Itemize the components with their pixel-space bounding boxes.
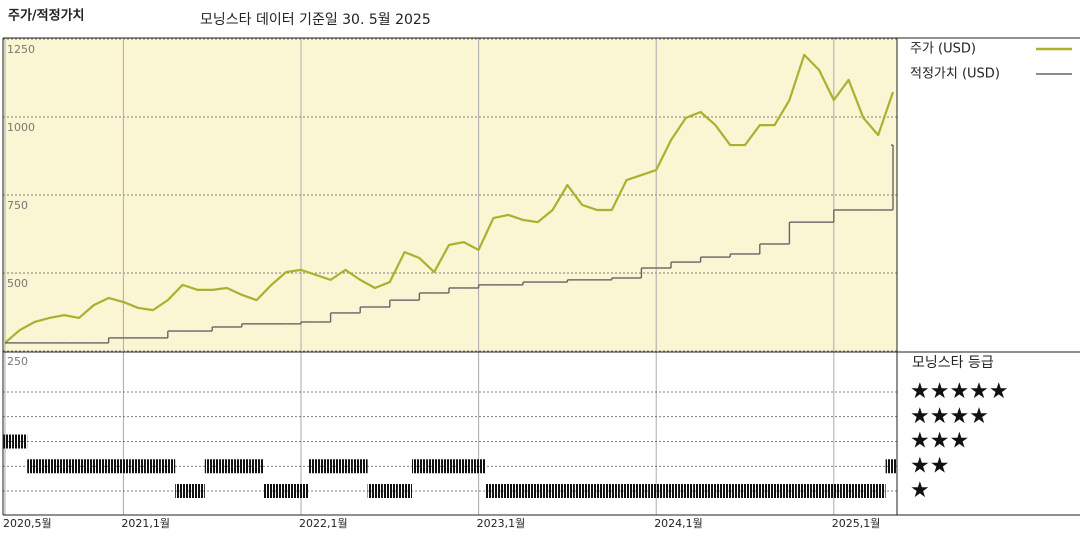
rating-bar bbox=[12, 434, 28, 449]
rating-bar bbox=[338, 459, 353, 474]
rating-bar bbox=[574, 484, 590, 498]
y-tick-label: 250 bbox=[7, 355, 28, 368]
rating-label: ★★★★★ bbox=[910, 379, 1009, 404]
x-tick-label: 2025,1월 bbox=[832, 517, 881, 530]
rating-label: ★★★★ bbox=[910, 404, 989, 429]
rating-bar bbox=[323, 459, 338, 474]
legend-label: 주가 (USD) bbox=[910, 42, 976, 57]
y-tick-label: 1000 bbox=[7, 121, 35, 134]
rating-bar bbox=[397, 484, 412, 498]
rating-bar bbox=[530, 484, 546, 498]
rating-bar bbox=[308, 459, 324, 474]
x-tick-label: 2024,1월 bbox=[654, 517, 703, 530]
x-tick-label: 2022,1월 bbox=[299, 517, 348, 530]
x-tick-label: 2021,1월 bbox=[121, 517, 170, 530]
plot-background bbox=[3, 38, 897, 351]
price-line bbox=[4, 53, 895, 344]
rating-bar bbox=[737, 484, 753, 498]
rating-bar bbox=[3, 434, 13, 449]
rating-bar bbox=[412, 459, 427, 474]
rating-bar bbox=[27, 459, 42, 474]
rating-bar bbox=[560, 484, 575, 498]
rating-bar bbox=[767, 484, 782, 498]
rating-label: ★ bbox=[910, 478, 930, 503]
rating-bar bbox=[278, 484, 294, 498]
rating-bar bbox=[722, 484, 738, 498]
rating-bar bbox=[752, 484, 768, 498]
rating-bar bbox=[367, 484, 383, 498]
rating-bar bbox=[619, 484, 634, 498]
chart-subtitle: 모닝스타 데이터 기준일 30. 5월 2025 bbox=[200, 12, 431, 28]
rating-bar bbox=[841, 484, 856, 498]
rating-bar bbox=[264, 484, 279, 498]
rating-bar bbox=[130, 459, 146, 474]
rating-bar bbox=[708, 484, 723, 498]
rating-bar bbox=[782, 484, 797, 498]
rating-bar bbox=[693, 484, 708, 498]
rating-bar bbox=[56, 459, 72, 474]
chart-title: 주가/적정가치 bbox=[8, 8, 85, 24]
rating-bar bbox=[515, 484, 531, 498]
rating-bar bbox=[145, 459, 161, 474]
rating-bar bbox=[856, 484, 871, 498]
rating-bar bbox=[293, 484, 309, 498]
rating-bar bbox=[486, 484, 501, 498]
rating-bar bbox=[249, 459, 264, 474]
rating-bar bbox=[441, 459, 457, 474]
rating-label: ★★ bbox=[910, 453, 949, 478]
rating-bar bbox=[604, 484, 620, 498]
rating-bar bbox=[471, 459, 486, 474]
rating-bar bbox=[456, 459, 472, 474]
rating-bar bbox=[42, 459, 57, 474]
rating-bar bbox=[663, 484, 679, 498]
rating-bar bbox=[352, 459, 368, 474]
rating-title: 모닝스타 등급 bbox=[912, 355, 994, 371]
rating-bar bbox=[175, 484, 190, 498]
rating-bar bbox=[160, 459, 176, 474]
rating-bar bbox=[426, 459, 442, 474]
rating-bar bbox=[382, 484, 398, 498]
rating-bar bbox=[545, 484, 560, 498]
legend-label: 적정가치 (USD) bbox=[910, 67, 1000, 82]
rating-bar bbox=[648, 484, 664, 498]
rating-bar bbox=[116, 459, 131, 474]
x-tick-label: 2020,5월 bbox=[3, 517, 52, 530]
rating-bar bbox=[870, 484, 886, 498]
rating-bar bbox=[811, 484, 827, 498]
rating-bar bbox=[500, 484, 516, 498]
rating-bar bbox=[101, 459, 116, 474]
rating-label: ★★★ bbox=[910, 429, 969, 454]
rating-bar bbox=[885, 459, 897, 474]
y-tick-label: 500 bbox=[7, 277, 28, 290]
rating-bar bbox=[796, 484, 812, 498]
rating-bar bbox=[678, 484, 694, 498]
y-tick-label: 750 bbox=[7, 199, 28, 212]
rating-bar bbox=[826, 484, 842, 498]
rating-bar bbox=[71, 459, 87, 474]
x-tick-label: 2023,1월 bbox=[477, 517, 526, 530]
rating-bar bbox=[234, 459, 250, 474]
rating-bar bbox=[204, 459, 220, 474]
rating-bar bbox=[589, 484, 605, 498]
rating-bar bbox=[219, 459, 235, 474]
y-tick-label: 1250 bbox=[7, 43, 35, 56]
rating-bar bbox=[190, 484, 205, 498]
rating-bar bbox=[86, 459, 102, 474]
rating-bar bbox=[634, 484, 649, 498]
